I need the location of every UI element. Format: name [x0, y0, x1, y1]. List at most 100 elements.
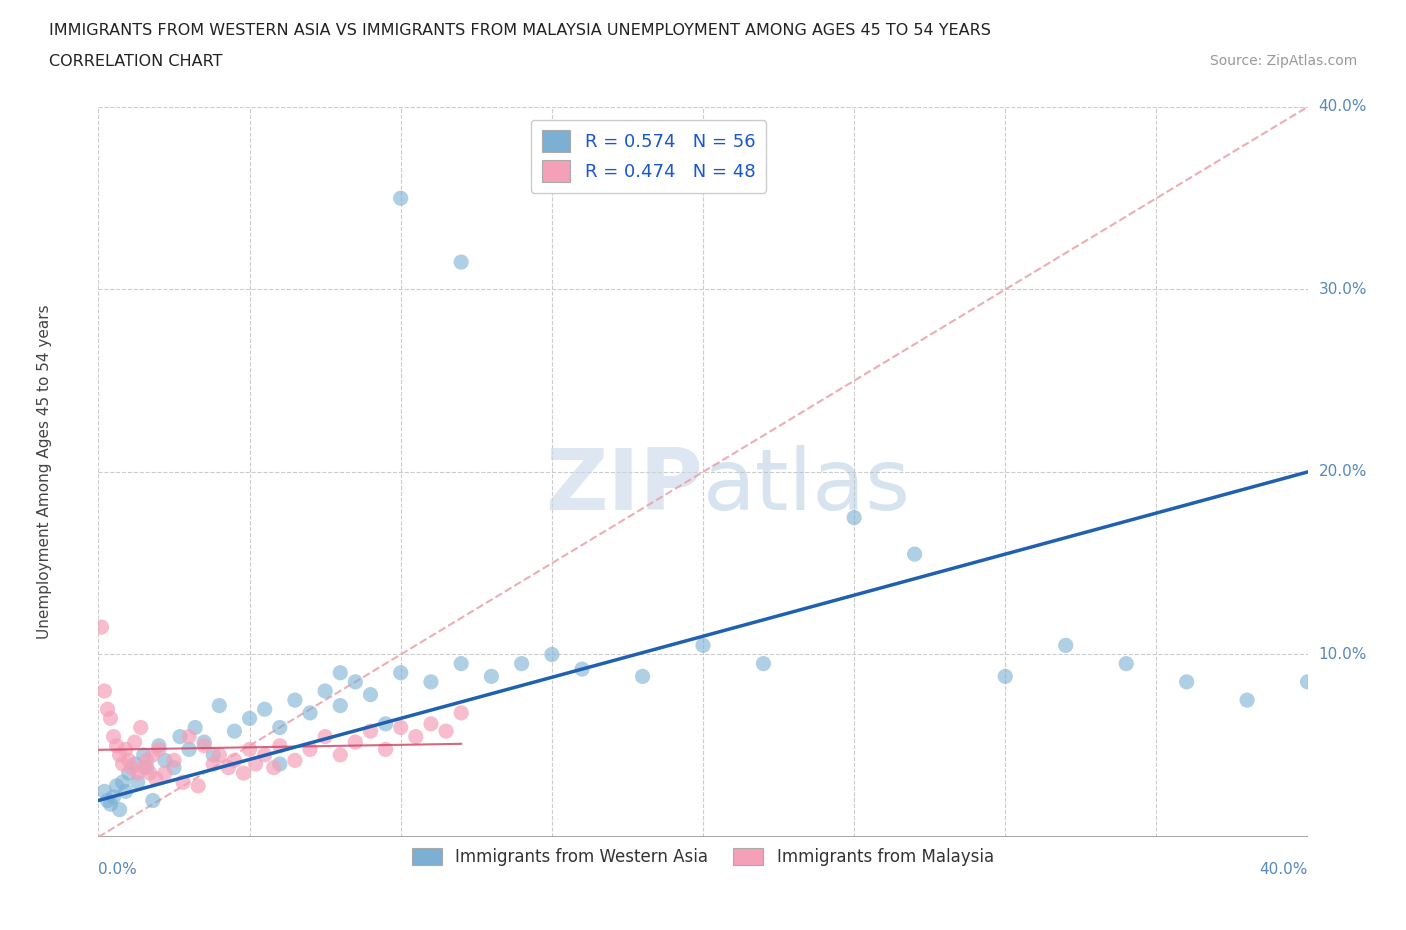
Point [389, 665, 412, 680]
Point [127, 775, 149, 790]
Point [253, 748, 276, 763]
Point [217, 760, 239, 775]
Point [1115, 657, 1137, 671]
Legend: Immigrants from Western Asia, Immigrants from Malaysia: Immigrants from Western Asia, Immigrants… [405, 841, 1001, 872]
Point [299, 742, 322, 757]
Text: Source: ZipAtlas.com: Source: ZipAtlas.com [1209, 54, 1357, 68]
Point [314, 729, 336, 744]
Point [145, 771, 167, 786]
Point [420, 674, 443, 689]
Text: 10.0%: 10.0% [1319, 647, 1367, 662]
Point [111, 775, 134, 790]
Point [314, 684, 336, 698]
Point [103, 790, 125, 804]
Point [202, 748, 225, 763]
Point [1236, 693, 1258, 708]
Point [540, 647, 562, 662]
Point [105, 778, 128, 793]
Point [139, 765, 162, 780]
Point [172, 775, 194, 790]
Point [420, 716, 443, 731]
Point [284, 753, 307, 768]
Text: Unemployment Among Ages 45 to 54 years: Unemployment Among Ages 45 to 54 years [37, 305, 52, 639]
Point [142, 748, 165, 763]
Point [153, 765, 176, 780]
Text: ZIP: ZIP [546, 445, 703, 528]
Point [239, 711, 262, 725]
Point [163, 760, 186, 775]
Point [100, 797, 122, 812]
Point [405, 729, 427, 744]
Point [994, 669, 1017, 684]
Point [105, 738, 128, 753]
Point [374, 716, 396, 731]
Point [93, 684, 115, 698]
Point [631, 669, 654, 684]
Point [96, 793, 118, 808]
Point [224, 724, 246, 738]
Point [752, 657, 775, 671]
Point [245, 757, 267, 772]
Point [108, 803, 131, 817]
Point [389, 191, 412, 206]
Point [118, 765, 141, 780]
Point [329, 665, 352, 680]
Point [100, 711, 122, 725]
Text: IMMIGRANTS FROM WESTERN ASIA VS IMMIGRANTS FROM MALAYSIA UNEMPLOYMENT AMONG AGES: IMMIGRANTS FROM WESTERN ASIA VS IMMIGRAN… [49, 23, 991, 38]
Text: 30.0%: 30.0% [1319, 282, 1367, 297]
Point [360, 724, 382, 738]
Point [124, 757, 146, 772]
Text: atlas: atlas [703, 445, 911, 528]
Point [111, 757, 134, 772]
Point [269, 738, 291, 753]
Point [127, 765, 149, 780]
Point [329, 748, 352, 763]
Point [450, 255, 472, 270]
Point [1054, 638, 1077, 653]
Point [374, 742, 396, 757]
Point [269, 757, 291, 772]
Point [184, 720, 207, 735]
Point [1296, 674, 1319, 689]
Point [208, 698, 231, 713]
Text: 0.0%: 0.0% [98, 862, 138, 877]
Text: 40.0%: 40.0% [1260, 862, 1308, 877]
Point [224, 753, 246, 768]
Point [239, 742, 262, 757]
Point [202, 757, 225, 772]
Point [692, 638, 714, 653]
Text: 40.0%: 40.0% [1319, 100, 1367, 114]
Point [481, 669, 503, 684]
Point [208, 748, 231, 763]
Point [179, 729, 201, 744]
Point [844, 511, 866, 525]
Point [253, 702, 276, 717]
Point [118, 753, 141, 768]
Point [284, 693, 307, 708]
Point [344, 735, 367, 750]
Text: CORRELATION CHART: CORRELATION CHART [49, 54, 222, 69]
Point [263, 760, 285, 775]
Point [1175, 674, 1198, 689]
Point [124, 735, 146, 750]
Point [142, 793, 165, 808]
Point [389, 720, 412, 735]
Point [193, 735, 215, 750]
Point [360, 687, 382, 702]
Point [135, 753, 157, 768]
Point [90, 619, 112, 634]
Point [114, 742, 136, 757]
Point [329, 698, 352, 713]
Point [344, 674, 367, 689]
Point [132, 748, 155, 763]
Point [232, 765, 254, 780]
Point [108, 748, 131, 763]
Point [510, 657, 533, 671]
Point [269, 720, 291, 735]
Point [114, 784, 136, 799]
Point [93, 784, 115, 799]
Text: 20.0%: 20.0% [1319, 464, 1367, 480]
Point [187, 778, 209, 793]
Point [571, 661, 593, 676]
Point [193, 738, 215, 753]
